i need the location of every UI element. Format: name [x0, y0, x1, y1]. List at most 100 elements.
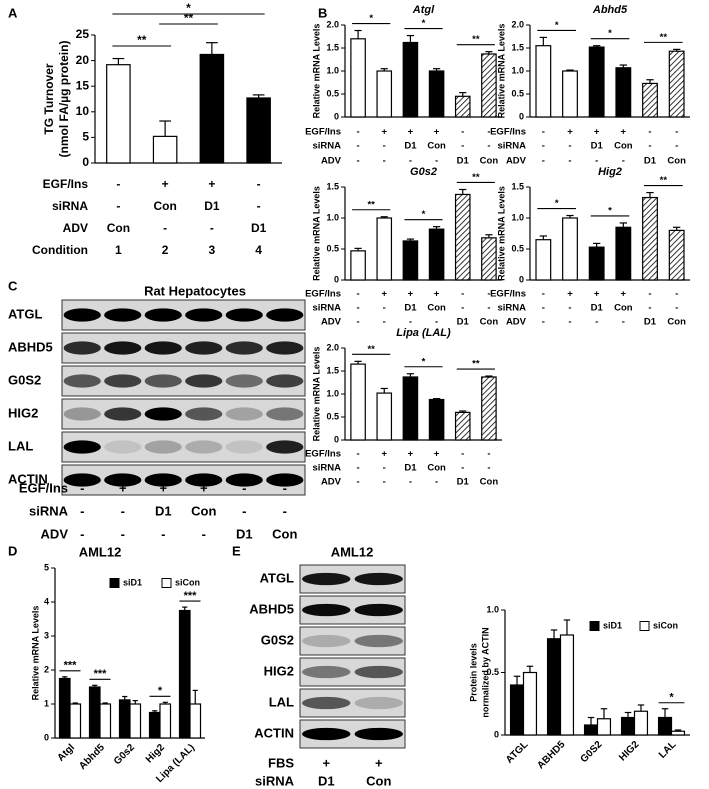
bar: [58, 677, 71, 739]
significance-label: **: [472, 359, 480, 370]
condition-cell: -: [648, 127, 651, 138]
blot-band: [185, 341, 223, 355]
condition-cell: +: [621, 289, 627, 300]
y-tick-label: 2.0: [326, 19, 339, 29]
blot-condition-cell: -: [242, 480, 246, 495]
chart-title: Abhd5: [592, 4, 628, 16]
blot-band: [302, 603, 351, 617]
x-tick-label: G0S2: [579, 739, 605, 765]
condition-cell: D1: [204, 199, 220, 213]
condition-cell: -: [435, 317, 438, 328]
y-tick-label: 0: [82, 155, 89, 169]
condition-cell: -: [409, 156, 412, 167]
y-tick-label: 1.0: [511, 212, 524, 222]
condition-cell: D1: [251, 221, 267, 235]
panel-label: A: [8, 5, 18, 20]
condition-label: ADV: [321, 317, 342, 328]
blot-band: [354, 696, 403, 710]
y-tick-label: 0.5: [511, 88, 524, 98]
blot-strip: [61, 365, 306, 397]
significance-label: **: [472, 172, 480, 183]
condition-cell: -: [542, 303, 545, 314]
significance-label: **: [367, 199, 375, 210]
blot-band-label: ACTIN: [254, 725, 294, 740]
condition-label: ADV: [321, 477, 342, 488]
condition-cell: Con: [614, 141, 633, 152]
legend-label: siCon: [653, 620, 678, 630]
bar: [454, 193, 471, 281]
significance-label: **: [184, 11, 194, 25]
significance-label: *: [555, 198, 559, 209]
blot-band: [266, 407, 304, 421]
y-axis-label: Relative mRNA Levels: [30, 606, 40, 701]
blot-title: Rat Hepatocytes: [144, 283, 246, 298]
condition-cell: -: [542, 141, 545, 152]
condition-cell: -: [675, 127, 678, 138]
blot-condition-cell: +: [159, 480, 167, 495]
blot-band: [354, 572, 403, 586]
significance-label: **: [367, 344, 375, 355]
blot-condition-cell: +: [375, 755, 383, 770]
legend-swatch: [639, 621, 650, 631]
bar: [546, 638, 562, 736]
y-tick-label: 1.0: [326, 212, 339, 222]
bar: [522, 671, 538, 736]
blot-condition-cell: -: [80, 503, 84, 518]
condition-label: EGF/Ins: [43, 177, 89, 191]
significance-label: *: [158, 685, 163, 697]
bar: [189, 703, 202, 739]
y-tick-label: 1.5: [511, 42, 524, 52]
blot-condition-cell: -: [202, 526, 206, 541]
bar: [454, 95, 471, 118]
bar: [657, 716, 673, 736]
y-axis-label: Relative mRNA Levels: [311, 24, 321, 119]
bar: [642, 196, 658, 281]
chart-title: Hig2: [598, 166, 622, 178]
bar: [350, 250, 366, 281]
condition-cell: +: [594, 289, 600, 300]
blot-band: [63, 440, 101, 454]
blot-band: [225, 440, 263, 454]
blot-band: [302, 634, 351, 648]
condition-cell: -: [435, 477, 438, 488]
condition-cell: Con: [667, 317, 686, 328]
bar: [583, 724, 599, 736]
y-tick-label: 3: [44, 630, 49, 640]
condition-cell: +: [208, 177, 215, 191]
y-tick-label: 0: [494, 729, 499, 739]
y-axis-label: (nmol FA/µg protein): [57, 41, 71, 158]
y-tick-label: 0.5: [326, 243, 339, 253]
y-tick-label: 5: [82, 130, 89, 144]
panel-label: B: [318, 5, 327, 20]
bar: [118, 699, 131, 739]
significance-label: ***: [64, 660, 78, 672]
blot-strip: [61, 299, 306, 331]
legend-swatch: [589, 621, 600, 631]
bar: [376, 217, 393, 281]
condition-cell: -: [163, 221, 167, 235]
bar: [668, 229, 685, 281]
x-tick-label: ABHD5: [535, 739, 567, 771]
y-tick-label: 5: [44, 562, 49, 572]
blot-band: [225, 407, 263, 421]
legend-swatch: [161, 578, 172, 588]
x-tick-label: G0s2: [112, 742, 137, 767]
bar: [129, 703, 142, 739]
blot-band: [302, 727, 351, 741]
blot-band: [225, 473, 263, 487]
condition-cell: -: [461, 449, 464, 460]
condition-cell: Con: [480, 156, 499, 167]
significance-label: **: [660, 32, 668, 43]
bar: [159, 703, 172, 739]
bar: [99, 703, 112, 739]
condition-cell: Con: [427, 463, 446, 474]
panel-label: E: [232, 543, 241, 558]
blot-band-label: ACTIN: [8, 471, 48, 486]
blot-condition-cell: D1: [236, 526, 253, 541]
condition-cell: +: [567, 127, 573, 138]
blot-band: [225, 308, 263, 322]
blot-band: [225, 341, 263, 355]
condition-cell: -: [487, 449, 490, 460]
blot-band: [266, 308, 304, 322]
